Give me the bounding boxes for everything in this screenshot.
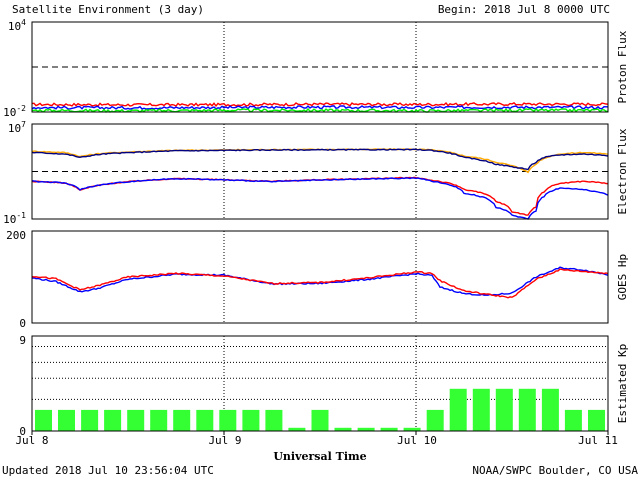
y-tick-label: 0 <box>19 317 26 330</box>
x-tick-label: Jul 10 <box>397 434 437 447</box>
kp-bar <box>403 427 421 431</box>
kp-bar <box>104 409 122 431</box>
kp-bar <box>288 427 306 431</box>
kp-bar <box>311 409 329 431</box>
kp-bar <box>58 409 75 431</box>
series-line-blue <box>31 177 609 220</box>
panel-frame <box>31 21 609 113</box>
x-tick-label: Jul 8 <box>15 434 48 447</box>
y-tick-label: 10-2 <box>3 104 26 119</box>
y-axis-label: Estimated Kp <box>616 344 629 423</box>
kp-bar <box>588 409 605 431</box>
begin-time: Begin: 2018 Jul 8 0000 UTC <box>438 3 610 16</box>
x-tick-label: Jul 9 <box>208 434 241 447</box>
kp-bar <box>81 409 99 431</box>
chart-title: Satellite Environment (3 day) <box>12 3 204 16</box>
kp-bar <box>495 388 513 431</box>
x-axis-label: Universal Time <box>273 450 366 463</box>
y-tick-label: 10-1 <box>3 211 26 226</box>
series-line-blue <box>31 266 609 296</box>
kp-bar <box>564 409 582 431</box>
kp-bar <box>357 427 375 431</box>
y-tick-label: 107 <box>8 120 26 135</box>
y-axis-label: Proton Flux <box>616 30 629 103</box>
series-line-orange <box>31 148 609 174</box>
panel-estimated-kp: Estimated Kp <box>31 335 629 432</box>
y-tick-label: 200 <box>6 229 26 242</box>
kp-bar <box>449 388 467 431</box>
panel-frame <box>31 335 609 432</box>
kp-bar <box>334 427 352 431</box>
series-line-navy <box>31 148 609 171</box>
kp-bar <box>265 409 283 431</box>
kp-bar <box>426 409 444 431</box>
kp-bar <box>380 427 398 431</box>
kp-bar <box>541 388 559 431</box>
kp-bar <box>219 409 237 431</box>
panel-proton-flux: Proton Flux <box>31 21 629 114</box>
panel-frame <box>31 123 609 220</box>
y-axis-label: GOES Hp <box>616 254 629 300</box>
series-line-red <box>31 268 609 299</box>
kp-bar <box>127 409 145 431</box>
series-line-red <box>31 101 609 108</box>
y-axis-label: Electron Flux <box>616 128 629 214</box>
kp-bar <box>472 388 490 431</box>
x-tick-label: Jul 11 <box>578 434 618 447</box>
kp-bar <box>196 409 214 431</box>
kp-bar <box>150 409 168 431</box>
y-tick-label: 0 <box>19 425 26 438</box>
credit: NOAA/SWPC Boulder, CO USA <box>472 464 638 477</box>
series-line-blue <box>31 105 608 110</box>
panel-electron-flux: Electron Flux <box>31 123 629 220</box>
panel-goes-hp: GOES Hp <box>31 230 629 324</box>
y-tick-label: 9 <box>19 334 26 347</box>
updated-time: Updated 2018 Jul 10 23:56:04 UTC <box>2 464 214 477</box>
panel-frame <box>31 230 609 324</box>
y-tick-label: 104 <box>8 18 26 33</box>
kp-bar <box>173 409 191 431</box>
kp-bar <box>35 409 52 431</box>
kp-bar <box>518 388 536 431</box>
kp-bar <box>242 409 260 431</box>
